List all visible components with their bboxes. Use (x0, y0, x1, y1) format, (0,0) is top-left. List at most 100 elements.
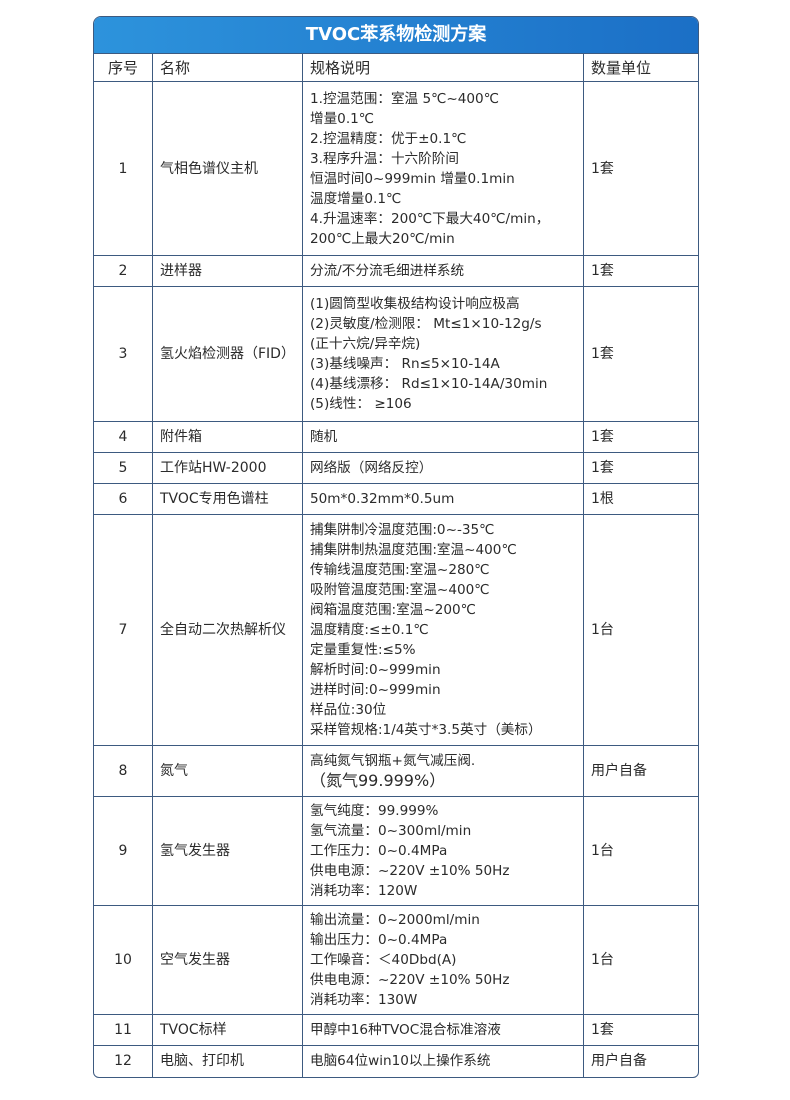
item-spec: 分流/不分流毛细进样系统 (302, 255, 584, 287)
header-name: 名称 (152, 54, 303, 82)
item-spec: 50m*0.32mm*0.5um (302, 483, 584, 515)
item-quantity: 1台 (583, 796, 698, 906)
table-row: 8 氮气 高纯氮气钢瓶+氮气减压阀. （氮气99.999%） 用户自备 (94, 745, 698, 797)
item-quantity: 1套 (583, 255, 698, 287)
item-name: 氢火焰检测器（FID） (152, 286, 303, 422)
item-spec: 捕集阱制冷温度范围:0~-35℃ 捕集阱制热温度范围:室温~400℃ 传输线温度范围… (302, 514, 584, 746)
spec-line: 采样管规格:1/4英寸*3.5英寸（美标） (310, 722, 542, 738)
spec-line: 进样时间:0~999min (310, 682, 441, 698)
spec-line: 随机 (310, 429, 338, 445)
spec-line: 恒温时间0~999min 增量0.1min (310, 170, 515, 187)
table-row: 10 空气发生器 输出流量：0~2000ml/min 输出压力：0~0.4MPa 工作噪… (94, 905, 698, 1015)
item-quantity: 1台 (583, 905, 698, 1015)
spec-line: 定量重复性:≤5% (310, 642, 416, 658)
item-name: TVOC专用色谱柱 (152, 483, 303, 515)
item-spec: 高纯氮气钢瓶+氮气减压阀. （氮气99.999%） (302, 745, 584, 797)
item-name: 气相色谱仪主机 (152, 81, 303, 256)
spec-line: 样品位:30位 (310, 702, 387, 718)
spec-line: 温度增量0.1℃ (310, 190, 402, 207)
spec-line: 氢气流量：0~300ml/min (310, 823, 472, 839)
row-number: 5 (94, 452, 153, 484)
item-spec: 网络版（网络反控） (302, 452, 584, 484)
spec-line: 吸附管温度范围:室温~400℃ (310, 582, 490, 598)
spec-line: 供电电源：~220V ±10% 50Hz (310, 972, 510, 988)
item-quantity: 1套 (583, 421, 698, 453)
header-qty: 数量单位 (583, 54, 698, 82)
spec-line: 高纯氮气钢瓶+氮气减压阀. (310, 753, 476, 769)
row-number: 8 (94, 745, 153, 797)
spec-line: 2.控温精度：优于±0.1℃ (310, 130, 467, 147)
spec-line: (2)灵敏度/检测限： Mt≤1×10-12g/s (310, 316, 542, 332)
spec-line: (5)线性： ≥106 (310, 396, 412, 412)
spec-line: 工作噪音：＜40Dbd(A) (310, 952, 457, 968)
spec-line: 氢气纯度：99.999% (310, 803, 439, 819)
item-quantity: 1根 (583, 483, 698, 515)
spec-line: (正十六烷/异辛烷) (310, 336, 421, 352)
spec-line: 1.控温范围：室温 5℃~400℃ (310, 90, 499, 107)
row-number: 7 (94, 514, 153, 746)
spec-line: 传输线温度范围:室温~280℃ (310, 562, 490, 578)
spec-line: (3)基线噪声： Rn≤5×10-14A (310, 356, 500, 372)
spec-line: 消耗功率：130W (310, 992, 418, 1008)
item-spec: 随机 (302, 421, 584, 453)
row-number: 3 (94, 286, 153, 422)
spec-line: 50m*0.32mm*0.5um (310, 491, 455, 507)
spec-line: 解析时间:0~999min (310, 662, 441, 678)
table-row: 9 氢气发生器 氢气纯度：99.999% 氢气流量：0~300ml/min 工作压力：0… (94, 796, 698, 906)
spec-line: 3.程序升温：十六阶阶间 (310, 150, 459, 167)
header-no: 序号 (94, 54, 153, 82)
spec-line: 消耗功率：120W (310, 883, 418, 899)
table-row: 5 工作站HW-2000 网络版（网络反控） 1套 (94, 452, 698, 484)
item-spec: (1)圆筒型收集极结构设计响应极高 (2)灵敏度/检测限： Mt≤1×10-12g… (302, 286, 584, 422)
item-quantity: 1台 (583, 514, 698, 746)
item-name: 氮气 (152, 745, 303, 797)
row-number: 1 (94, 81, 153, 256)
table-row: 1 气相色谱仪主机 1.控温范围：室温 5℃~400℃ 增量0.1℃ 2.控温精度：优于… (94, 81, 698, 256)
spec-line: 捕集阱制冷温度范围:0~-35℃ (310, 522, 495, 538)
spec-line: 网络版（网络反控） (310, 460, 433, 476)
item-quantity: 1套 (583, 286, 698, 422)
spec-line: 200℃上最大20℃/min (310, 230, 455, 247)
spec-line: 增量0.1℃ (310, 110, 375, 127)
spec-line: 4.升温速率：200℃下最大40℃/min， (310, 210, 550, 227)
spec-line: 阀箱温度范围:室温~200℃ (310, 602, 476, 618)
row-number: 11 (94, 1014, 153, 1046)
table-row: 4 附件箱 随机 1套 (94, 421, 698, 453)
table-row: 6 TVOC专用色谱柱 50m*0.32mm*0.5um 1根 (94, 483, 698, 515)
spec-line: (1)圆筒型收集极结构设计响应极高 (310, 296, 520, 312)
item-quantity: 用户自备 (583, 1045, 698, 1077)
item-quantity: 用户自备 (583, 745, 698, 797)
item-name: 附件箱 (152, 421, 303, 453)
item-name: 空气发生器 (152, 905, 303, 1015)
plan-table-container: TVOC苯系物检测方案 序号 名称 规格说明 数量单位 1 气相色谱仪主机 1.控温… (93, 16, 699, 1078)
row-number: 12 (94, 1045, 153, 1077)
row-number: 6 (94, 483, 153, 515)
spec-line: 分流/不分流毛细进样系统 (310, 263, 465, 279)
header-row: 序号 名称 规格说明 数量单位 (94, 54, 698, 82)
row-number: 4 (94, 421, 153, 453)
table-row: 7 全自动二次热解析仪 捕集阱制冷温度范围:0~-35℃ 捕集阱制热温度范围:室温~4… (94, 514, 698, 746)
item-name: 电脑、打印机 (152, 1045, 303, 1077)
item-quantity: 1套 (583, 452, 698, 484)
item-name: 进样器 (152, 255, 303, 287)
header-spec: 规格说明 (302, 54, 584, 82)
item-name: 氢气发生器 (152, 796, 303, 906)
item-quantity: 1套 (583, 81, 698, 256)
plan-table: 序号 名称 规格说明 数量单位 1 气相色谱仪主机 1.控温范围：室温 5℃~400… (94, 54, 698, 1077)
item-spec: 电脑64位win10以上操作系统 (302, 1045, 584, 1077)
table-row: 2 进样器 分流/不分流毛细进样系统 1套 (94, 255, 698, 287)
item-quantity: 1套 (583, 1014, 698, 1046)
spec-line: 温度精度:≤±0.1℃ (310, 622, 429, 638)
spec-line: 输出压力：0~0.4MPa (310, 932, 448, 948)
item-name: 全自动二次热解析仪 (152, 514, 303, 746)
spec-line: 电脑64位win10以上操作系统 (310, 1053, 491, 1070)
spec-line: 工作压力：0~0.4MPa (310, 843, 448, 859)
item-name: TVOC标样 (152, 1014, 303, 1046)
spec-line: 捕集阱制热温度范围:室温~400℃ (310, 542, 517, 558)
spec-line: 供电电源：~220V ±10% 50Hz (310, 863, 510, 879)
spec-line: （氮气99.999%） (310, 771, 446, 790)
row-number: 9 (94, 796, 153, 906)
item-spec: 甲醇中16种TVOC混合标准溶液 (302, 1014, 584, 1046)
table-title: TVOC苯系物检测方案 (94, 17, 698, 54)
item-spec: 氢气纯度：99.999% 氢气流量：0~300ml/min 工作压力：0~0.4MP… (302, 796, 584, 906)
